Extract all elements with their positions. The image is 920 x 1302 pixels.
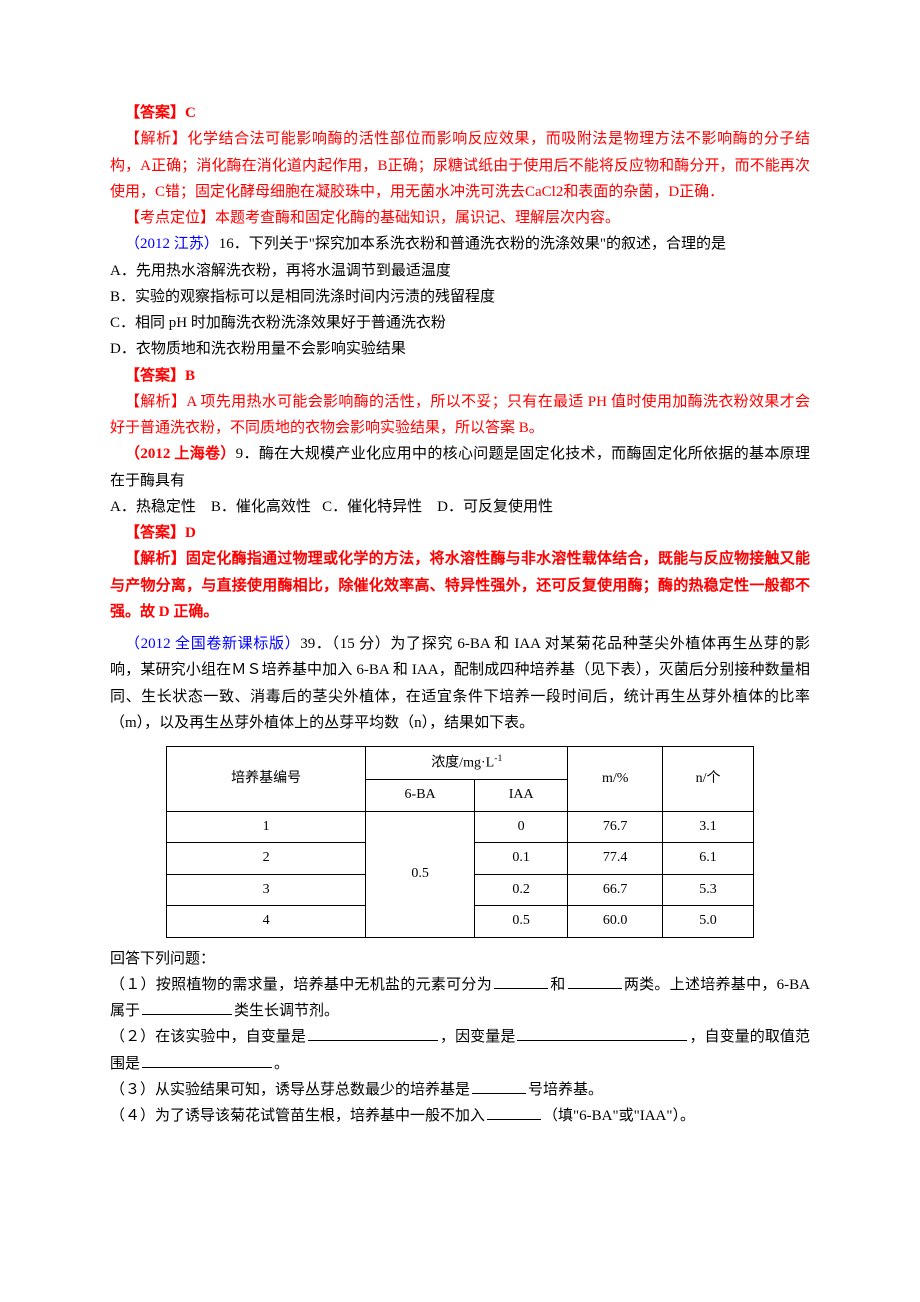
- q1-text-d: 类生长调节剂。: [234, 1003, 339, 1019]
- q3-optC: C．催化特异性: [322, 499, 422, 515]
- blank: [494, 973, 548, 989]
- q2-stem: （2012 江苏）16．下列关于"探究加本系洗衣粉和普通洗衣粉的洗涤效果"的叙述…: [110, 231, 810, 257]
- blank: [142, 1052, 272, 1068]
- cell-id: 1: [167, 811, 366, 843]
- col-6ba: 6-BA: [366, 780, 475, 812]
- q4-stem: （2012 全国卷新课标版）39．（15 分）为了探究 6-BA 和 IAA 对…: [110, 631, 810, 736]
- q2-optC: C．相同 pH 时加酶洗衣粉洗涤效果好于普通洗衣粉: [110, 310, 810, 336]
- ans2: 【答案】B: [110, 363, 810, 389]
- q4-source: （2012 全国卷新课标版）: [125, 636, 300, 652]
- col-medium-id: 培养基编号: [167, 747, 366, 812]
- col-m: m/%: [568, 747, 663, 812]
- q3-options: A．热稳定性 B．催化高效性 C．催化特异性 D．可反复使用性: [110, 494, 810, 520]
- cell-iaa: 0: [474, 811, 567, 843]
- q3-no: 9．: [236, 446, 259, 462]
- page: 【答案】C 【解析】化学结合法可能影响酶的活性部位而影响反应效果，而吸附法是物理…: [0, 0, 920, 1302]
- ans2-text: 【答案】B: [125, 368, 195, 384]
- q3-source: （2012 上海卷）: [125, 446, 236, 462]
- blank: [472, 1078, 526, 1094]
- q3-optA: A．热稳定性: [110, 499, 196, 515]
- conc-unit-sup: -1: [494, 753, 502, 764]
- col-n: n/个: [663, 747, 754, 812]
- cell-n: 5.0: [663, 906, 754, 938]
- q2-text: 下列关于"探究加本系洗衣粉和普通洗衣粉的洗涤效果"的叙述，合理的是: [249, 236, 726, 252]
- q2-source: （2012 江苏）: [125, 236, 219, 252]
- blank: [487, 1104, 541, 1120]
- sub-q4: （４）为了诱导该菊花试管苗生根，培养基中一般不加入 （填"6-BA"或"IAA"）…: [110, 1103, 810, 1129]
- cell-id: 3: [167, 874, 366, 906]
- ans1-text: 【答案】C: [125, 105, 196, 121]
- q2-no: 16．: [219, 236, 249, 252]
- q1-text-a: （１）按照植物的需求量，培养基中无机盐的元素可分为: [110, 977, 492, 993]
- q2-optA: A．先用热水溶解洗衣粉，再将水温调节到最适温度: [110, 258, 810, 284]
- blank: [568, 973, 622, 989]
- table-row: 1 0.5 0 76.7 3.1: [167, 811, 754, 843]
- q3-optD: D．可反复使用性: [437, 499, 553, 515]
- col-concentration: 浓度/mg·L-1: [366, 747, 568, 780]
- cell-iaa: 0.5: [474, 906, 567, 938]
- cell-n: 5.3: [663, 874, 754, 906]
- cell-6ba: 0.5: [366, 811, 475, 937]
- cell-id: 4: [167, 906, 366, 938]
- cell-iaa: 0.1: [474, 843, 567, 875]
- ans3: 【答案】D: [110, 520, 810, 546]
- blank: [517, 1025, 687, 1041]
- cell-m: 60.0: [568, 906, 663, 938]
- cell-m: 76.7: [568, 811, 663, 843]
- conc-label: 浓度/mg·L: [431, 756, 494, 771]
- q2a: （２）在该实验中，自变量是: [110, 1029, 306, 1045]
- col-iaa: IAA: [474, 780, 567, 812]
- ans3-text: 【答案】D: [125, 525, 196, 541]
- cell-id: 2: [167, 843, 366, 875]
- cell-n: 3.1: [663, 811, 754, 843]
- q3a: （３）从实验结果可知，诱导丛芽总数最少的培养基是: [110, 1082, 470, 1098]
- sub-q3: （３）从实验结果可知，诱导丛芽总数最少的培养基是 号培养基。: [110, 1077, 810, 1103]
- culture-medium-table: 培养基编号 浓度/mg·L-1 m/% n/个 6-BA IAA 1 0.5 0…: [166, 746, 754, 938]
- analysis1: 【解析】化学结合法可能影响酶的活性部位而影响反应效果，而吸附法是物理方法不影响酶…: [110, 126, 810, 205]
- q4-no: 39．（15 分）: [300, 636, 390, 652]
- sub-q2: （２）在该实验中，自变量是，因变量是，自变量的取值范围是。: [110, 1024, 810, 1077]
- blank: [142, 999, 232, 1015]
- ans1: 【答案】C: [110, 100, 810, 126]
- table-header-row1: 培养基编号 浓度/mg·L-1 m/% n/个: [167, 747, 754, 780]
- q3-stem: （2012 上海卷）9．酶在大规模产业化应用中的核心问题是固定化技术，而酶固定化…: [110, 441, 810, 494]
- questions-prompt: 回答下列问题：: [110, 946, 810, 972]
- q2d: 。: [274, 1056, 289, 1072]
- cell-m: 77.4: [568, 843, 663, 875]
- q1-text-b: 和: [550, 977, 566, 993]
- cell-m: 66.7: [568, 874, 663, 906]
- q2b: ，因变量是: [440, 1029, 515, 1045]
- sub-q1: （１）按照植物的需求量，培养基中无机盐的元素可分为和两类。上述培养基中，6-BA…: [110, 972, 810, 1025]
- cell-n: 6.1: [663, 843, 754, 875]
- q4a: （４）为了诱导该菊花试管苗生根，培养基中一般不加入: [110, 1108, 485, 1124]
- analysis3: 【解析】固定化酶指通过物理或化学的方法，将水溶性酶与非水溶性载体结合，既能与反应…: [110, 546, 810, 625]
- q3b: 号培养基。: [528, 1082, 603, 1098]
- focus1: 【考点定位】本题考查酶和固定化酶的基础知识，属识记、理解层次内容。: [110, 205, 810, 231]
- q2-optD: D．衣物质地和洗衣粉用量不会影响实验结果: [110, 336, 810, 362]
- cell-iaa: 0.2: [474, 874, 567, 906]
- q3-optB: B．催化高效性: [211, 499, 311, 515]
- q2-optB: B．实验的观察指标可以是相同洗涤时间内污渍的残留程度: [110, 284, 810, 310]
- blank: [308, 1025, 438, 1041]
- analysis2: 【解析】A 项先用热水可能会影响酶的活性，所以不妥；只有在最适 PH 值时使用加…: [110, 389, 810, 442]
- q4b: （填"6-BA"或"IAA"）。: [543, 1108, 695, 1124]
